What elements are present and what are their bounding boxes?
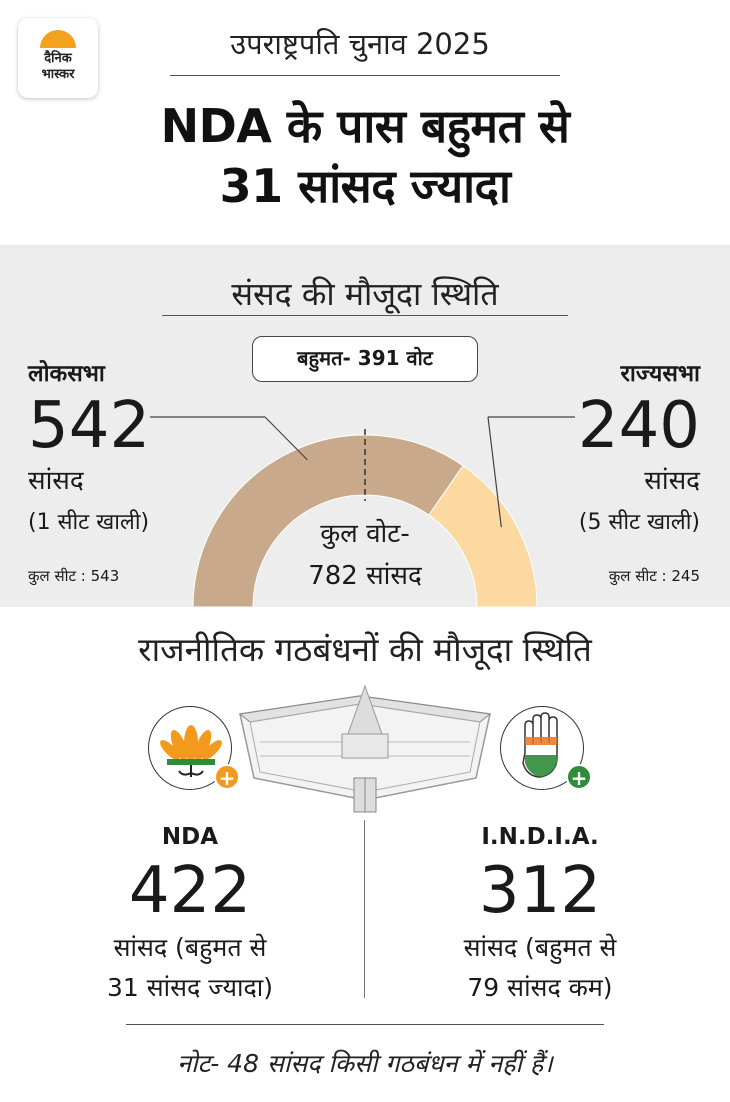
note-divider — [126, 1024, 604, 1025]
congress-hand-icon — [522, 712, 558, 778]
headline: NDA के पास बहुमत से 31 सांसद ज्यादा — [60, 96, 670, 216]
parliament-title-divider — [162, 315, 568, 316]
rajya-sabha-leader-line — [487, 416, 502, 528]
rajya-sabha-members: 240 — [577, 389, 700, 463]
parliament-title: संसद की मौजूदा स्थिति — [231, 275, 499, 313]
rajya-sabha-vacancy: (5 सीट खाली) — [578, 510, 700, 535]
rajya-sabha-arc — [428, 464, 538, 607]
headline-line2: 31 सांसद ज्यादा — [219, 159, 511, 213]
parliament-panel — [0, 245, 730, 607]
logo-line1: दैनिक — [44, 51, 72, 66]
parliament-building-icon — [238, 684, 492, 813]
india-detail-line1: सांसद (बहुमत से — [463, 933, 617, 962]
nda-symbol — [148, 706, 232, 790]
rajya-sabha-name: राज्यसभा — [620, 361, 700, 387]
nda-members: 422 — [128, 854, 252, 928]
nda-detail-line1: सांसद (बहुमत से — [113, 933, 267, 962]
dainik-bhaskar-logo: दैनिक भास्कर — [18, 18, 98, 98]
lok-sabha-name: लोकसभा — [28, 361, 105, 387]
bjp-lotus-icon — [160, 725, 222, 777]
lok-sabha-members: 542 — [28, 389, 151, 463]
alliance-divider — [364, 820, 365, 998]
footnote: नोट- 48 सांसद किसी गठबंधन में नहीं हैं। — [177, 1049, 553, 1078]
lok-sabha-leader-line — [264, 416, 308, 461]
alliance-section-title: राजनीतिक गठबंधनों की मौजूदा स्थिति — [138, 630, 592, 669]
lok-sabha-arc — [192, 434, 464, 607]
india-detail-line2: 79 सांसद कम) — [467, 973, 613, 1002]
lok-sabha-total-seats: कुल सीट : 543 — [28, 567, 120, 585]
kicker: उपराष्ट्रपति चुनाव 2025 — [230, 27, 490, 61]
rajya-sabha-unit: सांसद — [644, 466, 700, 496]
india-symbol — [500, 706, 584, 790]
kicker-divider — [170, 75, 560, 76]
lok-sabha-unit: सांसद — [28, 466, 84, 496]
total-votes-value: 782 सांसद — [308, 561, 422, 591]
lok-sabha-vacancy: (1 सीट खाली) — [28, 510, 150, 535]
india-plus-icon: + — [566, 764, 592, 790]
seat-half-donut-chart — [150, 416, 575, 607]
majority-badge: बहुमत- 391 वोट — [252, 336, 478, 382]
india-name: I.N.D.I.A. — [481, 824, 599, 850]
headline-line1: NDA के पास बहुमत से — [160, 99, 570, 153]
sun-icon — [40, 30, 76, 48]
rajya-sabha-total-seats: कुल सीट : 245 — [608, 567, 700, 585]
nda-plus-icon: + — [214, 764, 240, 790]
logo-line2: भास्कर — [41, 67, 75, 82]
india-members: 312 — [478, 854, 602, 928]
nda-name: NDA — [161, 824, 219, 850]
nda-detail-line2: 31 सांसद ज्यादा) — [106, 973, 274, 1002]
total-votes-label: कुल वोट- — [320, 519, 410, 549]
